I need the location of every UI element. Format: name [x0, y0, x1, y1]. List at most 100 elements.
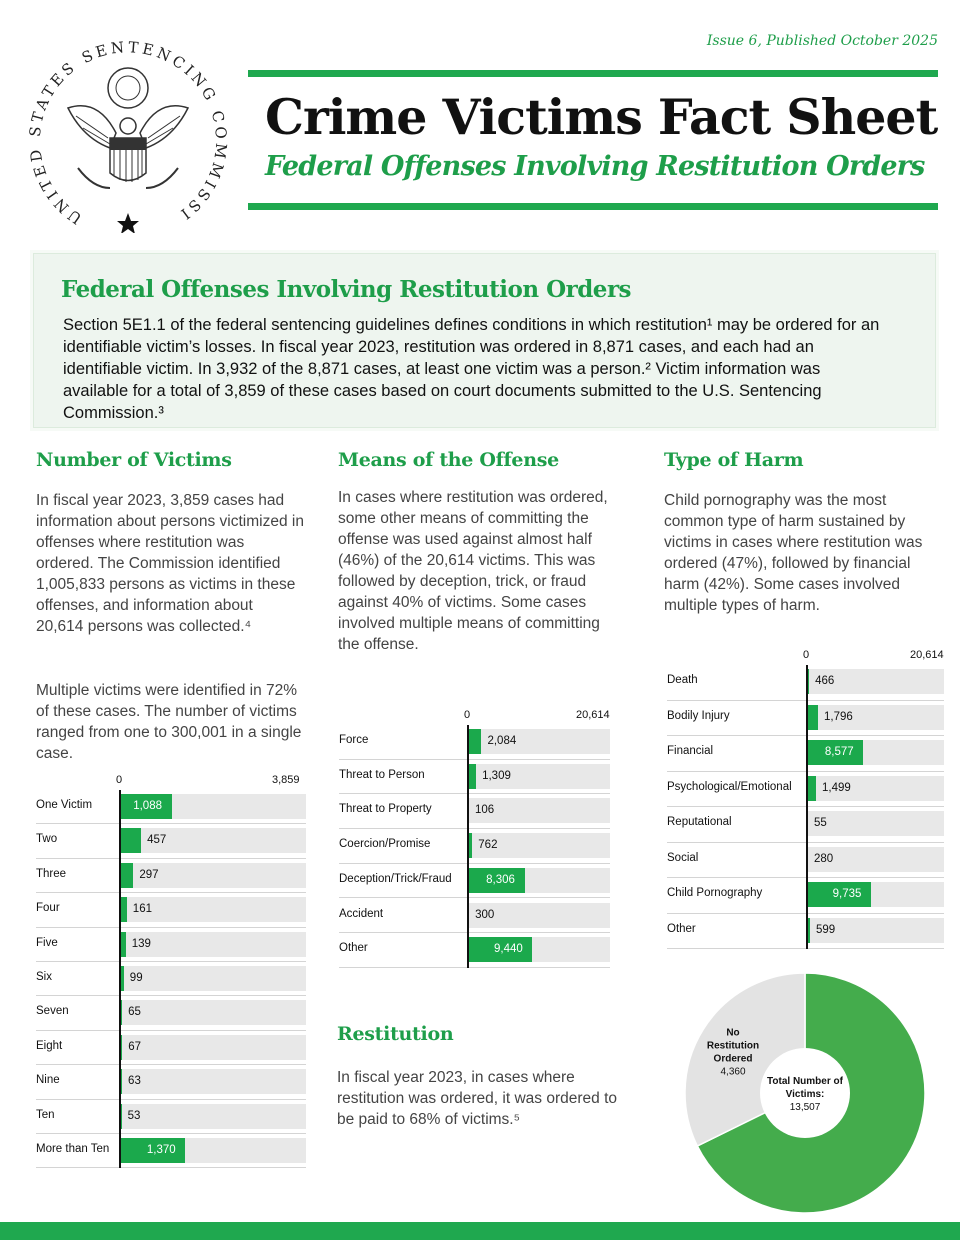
- bar-value: 67: [128, 1040, 142, 1053]
- bar-row: Financial 8,577: [667, 736, 944, 772]
- bar-row: Six 99: [36, 962, 306, 997]
- bar: [467, 729, 482, 754]
- bar-row: Child Pornography 9,735: [667, 878, 944, 914]
- restitution-text: In fiscal year 2023, in cases where rest…: [337, 1069, 617, 1128]
- bar-row: Ten 53: [36, 1100, 306, 1134]
- harm-text: Child pornography was the most common ty…: [664, 492, 923, 614]
- bar-value: 280: [814, 852, 834, 865]
- bar-row: Nine 63: [36, 1065, 306, 1100]
- bar: [806, 917, 810, 943]
- bar-track: 53: [119, 1103, 306, 1129]
- bar-value: 106: [475, 804, 495, 817]
- axis-tick: 0: [803, 649, 810, 661]
- axis-tick: 0: [464, 709, 471, 721]
- pie-slice-label: 4,360: [720, 1067, 745, 1078]
- bar-value: 1,088: [133, 800, 162, 812]
- means-bar-chart: 0 20,614 Force 2,084 Threat to Person 1,309 Th…: [339, 705, 612, 968]
- bar-row: One Victim 1,088: [36, 790, 306, 825]
- intro-heading: Federal Offenses Involving Restitution O…: [61, 276, 632, 303]
- intro-text: Section 5E1.1 of the federal sentencing …: [63, 316, 880, 422]
- bar: [119, 1000, 123, 1026]
- bar-label: Threat to Person: [339, 768, 425, 781]
- restitution-donut-chart: RestitutionOrdered9,147NoRestitutionOrde…: [684, 972, 926, 1240]
- bar-label: Seven: [36, 1005, 69, 1018]
- bar-row: Two 457: [36, 824, 306, 859]
- bar-label: Nine: [36, 1074, 60, 1087]
- bar-row: Social 280: [667, 843, 944, 878]
- page-subtitle: Federal Offenses Involving Restitution O…: [265, 151, 925, 182]
- bar-row: Death 466: [667, 665, 944, 701]
- bar-track: 1,309: [467, 763, 610, 789]
- bar-label: Ten: [36, 1108, 55, 1121]
- bar: [806, 775, 817, 801]
- bar-track: 457: [119, 828, 306, 854]
- bar-value: 457: [147, 834, 167, 847]
- bar-value: 300: [475, 908, 495, 921]
- bar-label: Child Pornography: [667, 887, 763, 899]
- bar-value: 63: [128, 1075, 141, 1088]
- bar-value: 297: [139, 868, 159, 881]
- bar-track: 161: [119, 897, 306, 923]
- bar-row: Bodily Injury 1,796: [667, 701, 944, 736]
- bar-label: Three: [36, 867, 67, 880]
- bar-label: Eight: [36, 1039, 63, 1052]
- bar-value: 53: [127, 1109, 141, 1122]
- bar: [119, 897, 127, 923]
- bar-track: 99: [119, 966, 306, 991]
- bar-value: 1,499: [822, 781, 851, 794]
- bar: [119, 966, 124, 991]
- bar: [806, 740, 864, 765]
- bar-label: Coercion/Promise: [339, 838, 431, 851]
- bar-track: 1,499: [806, 775, 944, 801]
- bar-label: Six: [36, 971, 52, 983]
- bar-value: 139: [131, 937, 151, 950]
- axis-line: [119, 790, 121, 1169]
- bar-track: 466: [806, 669, 944, 694]
- bar-value: 55: [814, 817, 827, 829]
- bar-value: 161: [132, 903, 152, 916]
- bar-value: 99: [129, 972, 143, 984]
- pie-slice-label: Restitution: [707, 1041, 759, 1052]
- bar-row: Psychological/Emotional 1,499: [667, 772, 944, 807]
- axis-tick: 20,614: [910, 649, 944, 661]
- seal-logo: UNITED STATES SENTENCING COMMISSION: [20, 24, 228, 234]
- bar-value: 2,084: [487, 735, 517, 747]
- bar-row: Threat to Person 1,309: [339, 760, 610, 795]
- bar-row: Five 139: [36, 928, 306, 962]
- bar-track: 8,577: [806, 740, 944, 765]
- header-rule-top: [248, 70, 938, 77]
- bar-label: Two: [36, 833, 58, 846]
- bar-row: Four 161: [36, 893, 306, 928]
- bar-label: Financial: [667, 745, 714, 757]
- victims-heading: Number of Victims: [36, 449, 232, 471]
- donut-center-label: Total Number of: [767, 1076, 844, 1087]
- bar-row: Other 9,440: [339, 933, 610, 968]
- header-rule-bottom: [248, 203, 938, 210]
- bar-row: Eight 67: [36, 1031, 306, 1066]
- bar-track: 55: [806, 811, 944, 836]
- bar-value: 8,577: [824, 746, 854, 758]
- intro-box: Federal Offenses Involving Restitution O…: [33, 253, 936, 428]
- harm-bar-chart: 0 20,614 Death 466 Bodily Injury 1,796 Financi…: [667, 645, 946, 949]
- bar-label: Four: [36, 902, 60, 915]
- bar-row: Accident 300: [339, 899, 610, 934]
- bar-label: Reputational: [667, 816, 732, 828]
- bar: [467, 867, 525, 893]
- means-heading: Means of the Offense: [338, 449, 559, 471]
- bar-row: Other 599: [667, 914, 944, 949]
- bar: [806, 882, 872, 907]
- bar: [806, 669, 810, 694]
- bar: [467, 763, 477, 789]
- bar-row: Reputational 55: [667, 807, 944, 843]
- bar-track: 1,796: [806, 704, 944, 730]
- bar: [806, 704, 819, 730]
- bar-label: Other: [339, 942, 368, 955]
- bar-label: Five: [36, 936, 58, 949]
- bar-value: 466: [815, 675, 835, 687]
- bar-label: Psychological/Emotional: [667, 780, 792, 793]
- axis-tick: 20,614: [576, 709, 610, 721]
- bar-value: 1,309: [482, 769, 511, 782]
- axis-tick: 0: [116, 774, 123, 786]
- bar-row: Deception/Trick/Fraud 8,306: [339, 864, 610, 899]
- bar: [467, 833, 473, 859]
